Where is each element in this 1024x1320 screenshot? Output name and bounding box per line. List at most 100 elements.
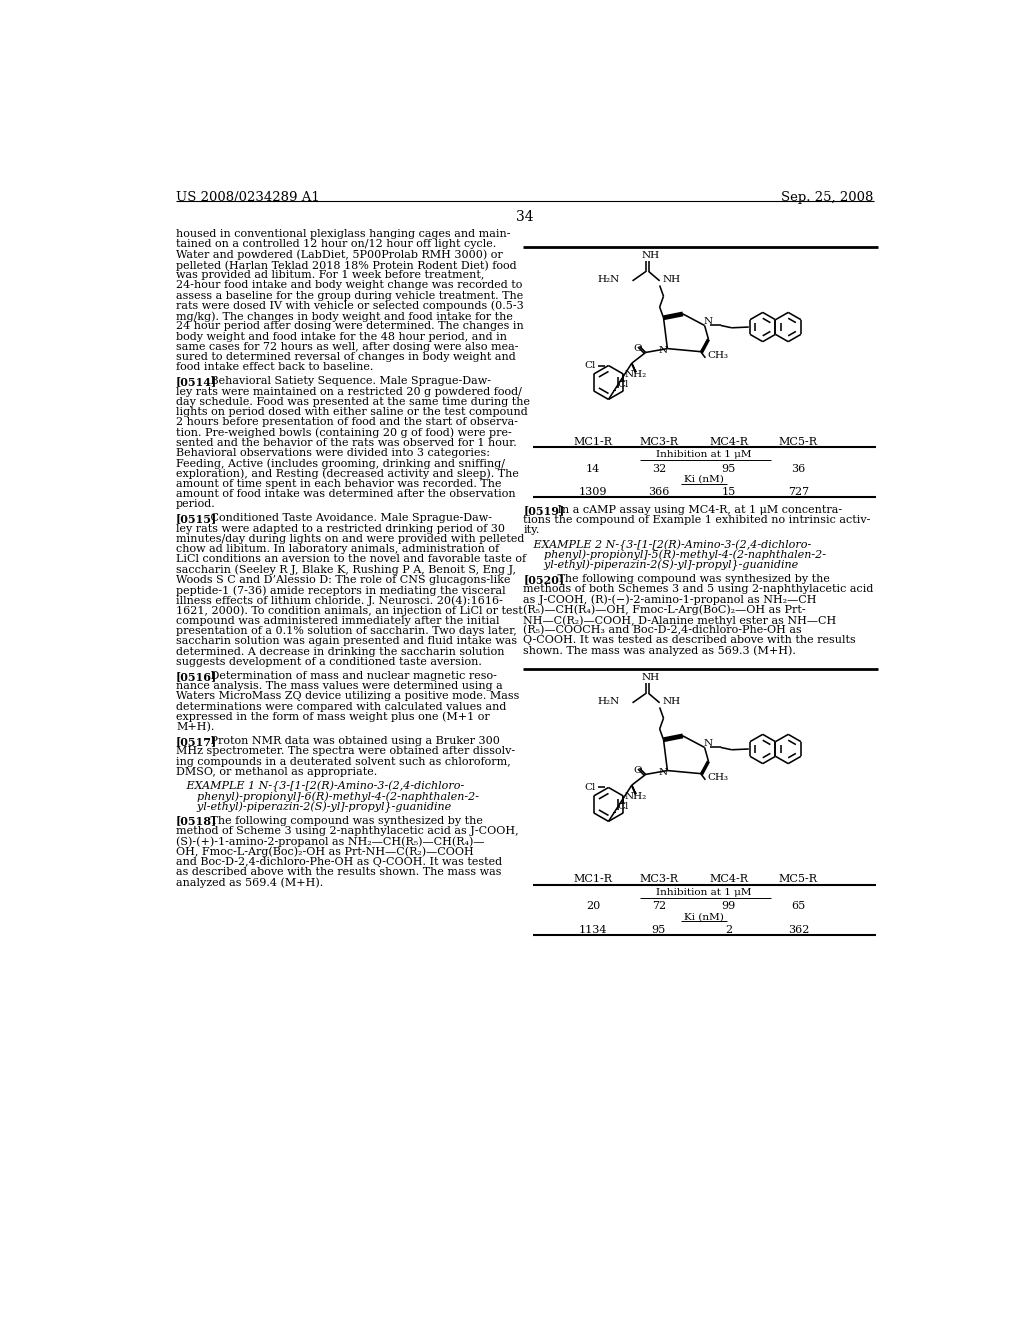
Text: 99: 99 [722, 902, 736, 911]
Text: Ki (nM): Ki (nM) [684, 475, 724, 484]
Text: 24-hour food intake and body weight change was recorded to: 24-hour food intake and body weight chan… [176, 280, 522, 290]
Text: Determination of mass and nuclear magnetic reso-: Determination of mass and nuclear magnet… [200, 671, 497, 681]
Text: methods of both Schemes 3 and 5 using 2-naphthylacetic acid: methods of both Schemes 3 and 5 using 2-… [523, 585, 873, 594]
Text: Conditioned Taste Avoidance. Male Sprague-Daw-: Conditioned Taste Avoidance. Male Spragu… [200, 513, 492, 524]
Text: NH₂: NH₂ [625, 371, 647, 379]
Text: 14: 14 [586, 465, 600, 474]
Text: Cl: Cl [617, 803, 629, 812]
Text: NH: NH [663, 275, 681, 284]
Text: 95: 95 [722, 465, 736, 474]
Text: NH—C(R₂)—COOH, D-Alanine methyl ester as NH—CH: NH—C(R₂)—COOH, D-Alanine methyl ester as… [523, 615, 837, 626]
Text: NH: NH [641, 251, 659, 260]
Text: determinations were compared with calculated values and: determinations were compared with calcul… [176, 702, 507, 711]
Text: peptide-1 (7-36) amide receptors in mediating the visceral: peptide-1 (7-36) amide receptors in medi… [176, 585, 506, 595]
Text: O: O [634, 766, 642, 775]
Text: 1621, 2000). To condition animals, an injection of LiCl or test: 1621, 2000). To condition animals, an in… [176, 606, 523, 616]
Text: CH₃: CH₃ [707, 351, 728, 360]
Text: N: N [703, 739, 713, 748]
Text: as described above with the results shown. The mass was: as described above with the results show… [176, 867, 502, 876]
Text: Waters MicroMass ZQ device utilizing a positive mode. Mass: Waters MicroMass ZQ device utilizing a p… [176, 692, 519, 701]
Text: [0514]: [0514] [176, 376, 217, 388]
Text: Ki (nM): Ki (nM) [684, 912, 724, 921]
Text: In a cAMP assay using MC4-R, at 1 μM concentra-: In a cAMP assay using MC4-R, at 1 μM con… [547, 506, 843, 515]
Text: Woods S C and D’Alessio D: The role of CNS glucagons-like: Woods S C and D’Alessio D: The role of C… [176, 576, 511, 585]
Text: chow ad libitum. In laboratory animals, administration of: chow ad libitum. In laboratory animals, … [176, 544, 499, 554]
Text: MC5-R: MC5-R [779, 437, 818, 447]
Text: saccharin (Seeley R J, Blake K, Rushing P A, Benoit S, Eng J,: saccharin (Seeley R J, Blake K, Rushing … [176, 565, 516, 576]
Text: exploration), and Resting (decreased activity and sleep). The: exploration), and Resting (decreased act… [176, 469, 519, 479]
Text: N: N [658, 768, 668, 777]
Text: suggests development of a conditioned taste aversion.: suggests development of a conditioned ta… [176, 657, 482, 667]
Text: EXAMPLE 2 N-{3-[1-[2(R)-Amino-3-(2,4-dichloro-: EXAMPLE 2 N-{3-[1-[2(R)-Amino-3-(2,4-dic… [523, 540, 811, 550]
Text: 20: 20 [586, 902, 600, 911]
Text: minutes/day during lights on and were provided with pelleted: minutes/day during lights on and were pr… [176, 533, 524, 544]
Text: O: O [634, 345, 642, 352]
Text: Inhibition at 1 μM: Inhibition at 1 μM [656, 450, 752, 459]
Text: Inhibition at 1 μM: Inhibition at 1 μM [656, 887, 752, 896]
Text: as J-COOH, (R)-(−)-2-amino-1-propanol as NH₂—CH: as J-COOH, (R)-(−)-2-amino-1-propanol as… [523, 594, 817, 605]
Text: housed in conventional plexiglass hanging cages and main-: housed in conventional plexiglass hangin… [176, 230, 511, 239]
Text: 362: 362 [787, 924, 809, 935]
Text: NH: NH [663, 697, 681, 706]
Text: MC3-R: MC3-R [639, 875, 678, 884]
Text: expressed in the form of mass weight plus one (M+1 or: expressed in the form of mass weight plu… [176, 711, 489, 722]
Text: and Boc-D-2,4-dichloro-Phe-OH as Q-COOH. It was tested: and Boc-D-2,4-dichloro-Phe-OH as Q-COOH.… [176, 857, 502, 866]
Text: phenyl)-propionyl]-6(R)-methyl-4-(2-naphthalen-2-: phenyl)-propionyl]-6(R)-methyl-4-(2-naph… [176, 791, 479, 801]
Text: Cl: Cl [584, 783, 595, 792]
Text: sented and the behavior of the rats was observed for 1 hour.: sented and the behavior of the rats was … [176, 438, 517, 447]
Text: Cl: Cl [584, 362, 595, 370]
Text: MC3-R: MC3-R [639, 437, 678, 447]
Text: H₂N: H₂N [598, 697, 621, 706]
Text: (S)-(+)-1-amino-2-propanol as NH₂—CH(R₅)—CH(R₄)—: (S)-(+)-1-amino-2-propanol as NH₂—CH(R₅)… [176, 836, 484, 846]
Text: 1134: 1134 [579, 924, 607, 935]
Text: Sep. 25, 2008: Sep. 25, 2008 [781, 191, 873, 203]
Text: LiCl conditions an aversion to the novel and favorable taste of: LiCl conditions an aversion to the novel… [176, 554, 526, 565]
Text: DMSO, or methanol as appropriate.: DMSO, or methanol as appropriate. [176, 767, 377, 777]
Text: M+H).: M+H). [176, 722, 214, 733]
Text: [0519]: [0519] [523, 506, 564, 516]
Text: Feeding, Active (includes grooming, drinking and sniffing/: Feeding, Active (includes grooming, drin… [176, 458, 505, 469]
Text: yl-ethyl)-piperazin-2(S)-yl]-propyl}-guanidine: yl-ethyl)-piperazin-2(S)-yl]-propyl}-gua… [523, 560, 799, 572]
Text: saccharin solution was again presented and fluid intake was: saccharin solution was again presented a… [176, 636, 517, 647]
Text: EXAMPLE 1 N-{3-[1-[2(R)-Amino-3-(2,4-dichloro-: EXAMPLE 1 N-{3-[1-[2(R)-Amino-3-(2,4-dic… [176, 781, 464, 792]
Text: 727: 727 [787, 487, 809, 498]
Text: 65: 65 [792, 902, 806, 911]
Text: tions the compound of Example 1 exhibited no intrinsic activ-: tions the compound of Example 1 exhibite… [523, 515, 870, 525]
Text: amount of food intake was determined after the observation: amount of food intake was determined aft… [176, 490, 516, 499]
Text: Water and powdered (LabDiet, 5P00Prolab RMH 3000) or: Water and powdered (LabDiet, 5P00Prolab … [176, 249, 503, 260]
Text: 15: 15 [722, 487, 736, 498]
Text: food intake effect back to baseline.: food intake effect back to baseline. [176, 363, 374, 372]
Text: pelleted (Harlan Teklad 2018 18% Protein Rodent Diet) food: pelleted (Harlan Teklad 2018 18% Protein… [176, 260, 517, 271]
Text: ley rats were maintained on a restricted 20 g powdered food/: ley rats were maintained on a restricted… [176, 387, 522, 397]
Text: [0517]: [0517] [176, 737, 217, 747]
Text: N: N [658, 346, 668, 355]
Text: illness effects of lithium chloride. J. Neurosci. 20(4):1616-: illness effects of lithium chloride. J. … [176, 595, 503, 606]
Text: OH, Fmoc-L-Arg(Boc)₂-OH as Prt-NH—C(R₂)—COOH: OH, Fmoc-L-Arg(Boc)₂-OH as Prt-NH—C(R₂)—… [176, 846, 474, 857]
Text: The following compound was synthesized by the: The following compound was synthesized b… [547, 574, 830, 583]
Text: MC1-R: MC1-R [573, 875, 612, 884]
Text: 24 hour period after dosing were determined. The changes in: 24 hour period after dosing were determi… [176, 321, 524, 331]
Text: 366: 366 [648, 487, 670, 498]
Text: analyzed as 569.4 (M+H).: analyzed as 569.4 (M+H). [176, 876, 324, 887]
Text: mg/kg). The changes in body weight and food intake for the: mg/kg). The changes in body weight and f… [176, 312, 513, 322]
Text: ley rats were adapted to a restricted drinking period of 30: ley rats were adapted to a restricted dr… [176, 524, 505, 533]
Text: 34: 34 [516, 210, 534, 224]
Text: amount of time spent in each behavior was recorded. The: amount of time spent in each behavior wa… [176, 479, 502, 488]
Text: phenyl)-propionyl]-5(R)-methyl-4-(2-naphthalen-2-: phenyl)-propionyl]-5(R)-methyl-4-(2-naph… [523, 549, 826, 560]
Text: yl-ethyl)-piperazin-2(S)-yl]-propyl}-guanidine: yl-ethyl)-piperazin-2(S)-yl]-propyl}-gua… [176, 801, 452, 813]
Text: MC5-R: MC5-R [779, 875, 818, 884]
Text: lights on period dosed with either saline or the test compound: lights on period dosed with either salin… [176, 407, 527, 417]
Text: 32: 32 [651, 465, 666, 474]
Text: was provided ad libitum. For 1 week before treatment,: was provided ad libitum. For 1 week befo… [176, 271, 484, 280]
Text: presentation of a 0.1% solution of saccharin. Two days later,: presentation of a 0.1% solution of sacch… [176, 626, 517, 636]
Text: Behavioral Satiety Sequence. Male Sprague-Daw-: Behavioral Satiety Sequence. Male Spragu… [200, 376, 490, 387]
Text: compound was administered immediately after the initial: compound was administered immediately af… [176, 616, 500, 626]
Text: Cl: Cl [617, 380, 629, 389]
Text: [0518]: [0518] [176, 816, 217, 826]
Text: tion. Pre-weighed bowls (containing 20 g of food) were pre-: tion. Pre-weighed bowls (containing 20 g… [176, 428, 512, 438]
Text: ing compounds in a deuterated solvent such as chloroform,: ing compounds in a deuterated solvent su… [176, 756, 511, 767]
Text: (R₅)—CH(R₄)—OH, Fmoc-L-Arg(BoC)₂—OH as Prt-: (R₅)—CH(R₄)—OH, Fmoc-L-Arg(BoC)₂—OH as P… [523, 605, 806, 615]
Text: CH₃: CH₃ [707, 774, 728, 781]
Text: nance analysis. The mass values were determined using a: nance analysis. The mass values were det… [176, 681, 503, 692]
Text: Q-COOH. It was tested as described above with the results: Q-COOH. It was tested as described above… [523, 635, 856, 645]
